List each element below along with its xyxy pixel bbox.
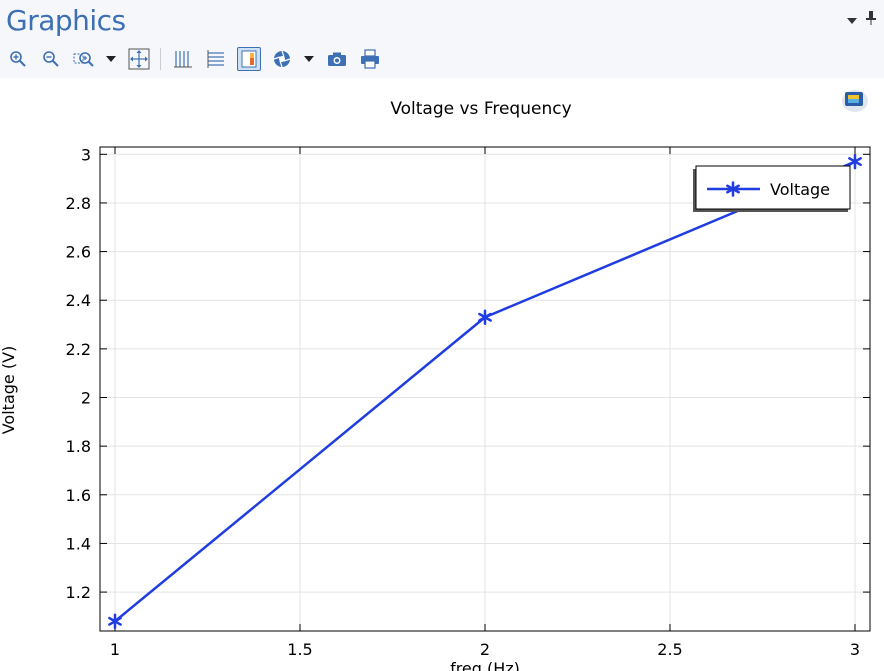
y-axis-tick-labels: 1.2 1.4 1.6 1.8 2 2.2 2.4 2.6 2.8 3 xyxy=(66,145,91,602)
y-tick-label: 1.8 xyxy=(66,437,91,456)
data-point-marker xyxy=(108,613,122,630)
window-title: Graphics xyxy=(6,4,126,37)
graphics-window-header: Graphics xyxy=(0,0,884,78)
window-menu-dropdown-icon[interactable] xyxy=(846,10,858,29)
zoom-in-icon[interactable] xyxy=(6,47,30,71)
legend-toggle-icon[interactable] xyxy=(237,47,261,71)
printer-icon[interactable] xyxy=(358,47,382,71)
x-axis-tick-labels: 1 1.5 2 2.5 3 xyxy=(110,640,860,659)
chart: 1.2 1.4 1.6 1.8 2 2.2 2.4 2.6 2.8 3 1 1.5 2 2.5 3 Vol… xyxy=(0,99,871,671)
legend-box xyxy=(695,165,851,210)
zoom-extents-icon[interactable] xyxy=(127,47,151,71)
data-point-marker xyxy=(848,153,862,170)
chart-title: Voltage vs Frequency xyxy=(390,99,571,119)
series-layer xyxy=(108,153,862,630)
pin-icon[interactable] xyxy=(866,10,876,29)
legend[interactable]: Voltage xyxy=(693,165,851,212)
y-axis-label: Voltage (V) xyxy=(0,346,18,435)
y-tick-label: 1.4 xyxy=(66,534,91,553)
y-tick-label: 1.2 xyxy=(66,583,91,602)
scene-dropdown-arrow-icon[interactable] xyxy=(303,47,315,71)
camera-icon[interactable] xyxy=(325,47,349,71)
grid-rows-icon[interactable] xyxy=(204,47,228,71)
x-axis-label: freq (Hz) xyxy=(450,659,520,671)
grid-columns-icon[interactable] xyxy=(171,47,195,71)
grid xyxy=(100,147,870,631)
x-tick-label: 3 xyxy=(850,640,860,659)
zoom-dropdown-arrow-icon[interactable] xyxy=(105,47,117,71)
x-tick-label: 1 xyxy=(110,640,120,659)
legend-marker-icon xyxy=(726,181,740,197)
y-tick-label: 2.8 xyxy=(66,194,91,213)
y-tick-label: 2 xyxy=(81,389,91,408)
plot-window-icon[interactable] xyxy=(840,86,870,118)
y-tick-label: 2.6 xyxy=(66,243,91,262)
toolbar-separator xyxy=(160,48,161,70)
aperture-icon[interactable] xyxy=(270,47,294,71)
zoom-box-icon[interactable] xyxy=(72,47,96,71)
legend-marker-shape xyxy=(726,181,740,197)
window-controls xyxy=(846,10,876,29)
y-tick-label: 2.4 xyxy=(66,291,91,310)
legend-label: Voltage xyxy=(770,180,830,199)
zoom-out-icon[interactable] xyxy=(39,47,63,71)
y-tick-label: 1.6 xyxy=(66,486,91,505)
data-point-marker xyxy=(478,309,492,326)
x-tick-label: 2.5 xyxy=(657,640,682,659)
x-tick-label: 1.5 xyxy=(287,640,312,659)
x-tick-label: 2 xyxy=(480,640,490,659)
y-tick-label: 3 xyxy=(81,145,91,164)
graphics-toolbar xyxy=(6,46,391,72)
y-tick-label: 2.2 xyxy=(66,340,91,359)
